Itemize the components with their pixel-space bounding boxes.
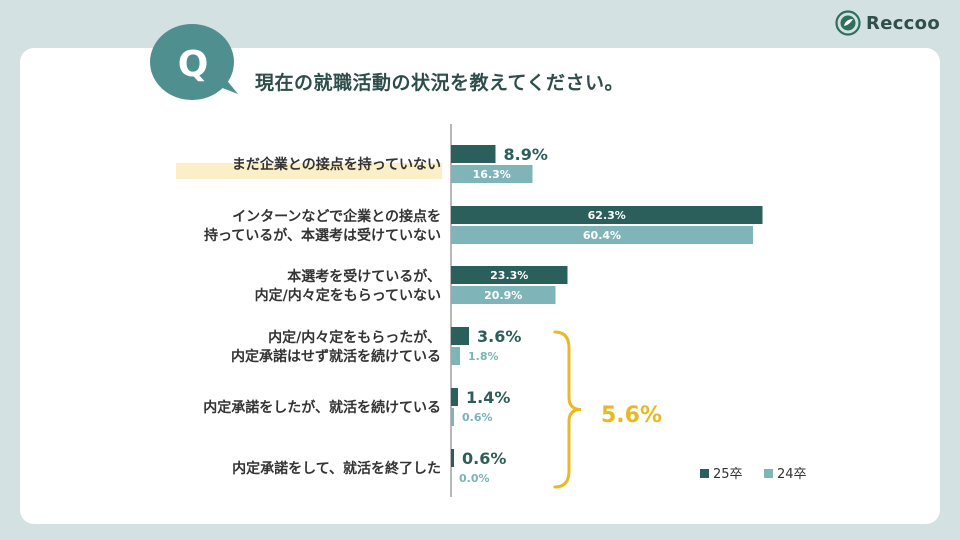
group-brace — [553, 330, 582, 489]
data-label-24sotsu: 16.3% — [473, 168, 511, 181]
data-label-25sotsu: 23.3% — [490, 269, 528, 282]
reccoo-logo-icon — [835, 10, 861, 36]
legend-label-25sotsu: 25卒 — [713, 467, 743, 482]
bar-25sotsu — [451, 266, 568, 284]
data-label-24sotsu: 0.0% — [459, 472, 490, 485]
brand-logo: Reccoo — [835, 10, 940, 36]
question-title: 現在の就職活動の状況を教えてください。 — [255, 72, 624, 94]
category-highlight — [176, 163, 442, 179]
data-label-24sotsu: 20.9% — [484, 289, 522, 302]
bar-25sotsu — [451, 388, 458, 406]
data-label-25sotsu: 0.6% — [462, 449, 506, 468]
bar-25sotsu — [451, 449, 454, 467]
category-label: 内定承諾はせず就活を続けている — [231, 348, 441, 365]
data-label-25sotsu: 3.6% — [477, 327, 521, 346]
bar-24sotsu — [451, 226, 753, 244]
bar-25sotsu — [451, 145, 496, 163]
bar-24sotsu — [451, 286, 556, 304]
bar-24sotsu — [451, 165, 533, 183]
data-label-24sotsu: 0.6% — [462, 411, 493, 424]
category-label: まだ企業との接点を持っていない — [232, 156, 441, 173]
bar-25sotsu — [451, 327, 469, 345]
legend-swatch-24sotsu — [764, 469, 773, 478]
data-label-24sotsu: 1.8% — [468, 350, 499, 363]
data-label-25sotsu: 8.9% — [504, 145, 548, 164]
bar-24sotsu — [451, 408, 454, 426]
category-label: 内定承諾をしたが、就活を続けている — [203, 399, 441, 416]
legend-swatch-25sotsu — [700, 469, 709, 478]
category-label: 内定承諾をして、就活を終了した — [232, 460, 441, 477]
question-badge-icon — [150, 24, 238, 100]
bar-25sotsu — [451, 206, 763, 224]
brand-name: Reccoo — [866, 12, 940, 34]
brace-total-label: 5.6% — [601, 403, 662, 428]
question-badge-letter: Q — [177, 44, 209, 85]
category-label: 本選考を受けているが、 — [287, 268, 441, 285]
category-label: 内定/内々定をもらったが、 — [268, 329, 441, 346]
category-label: 持っているが、本選考は受けていない — [204, 227, 441, 244]
data-label-24sotsu: 60.4% — [583, 229, 621, 242]
bar-24sotsu — [451, 347, 460, 365]
data-label-25sotsu: 1.4% — [466, 388, 510, 407]
category-label: 内定/内々定をもらっていない — [255, 287, 441, 304]
category-label: インターンなどで企業との接点を — [232, 208, 441, 225]
legend-label-24sotsu: 24卒 — [777, 467, 807, 482]
data-label-25sotsu: 62.3% — [588, 209, 626, 222]
